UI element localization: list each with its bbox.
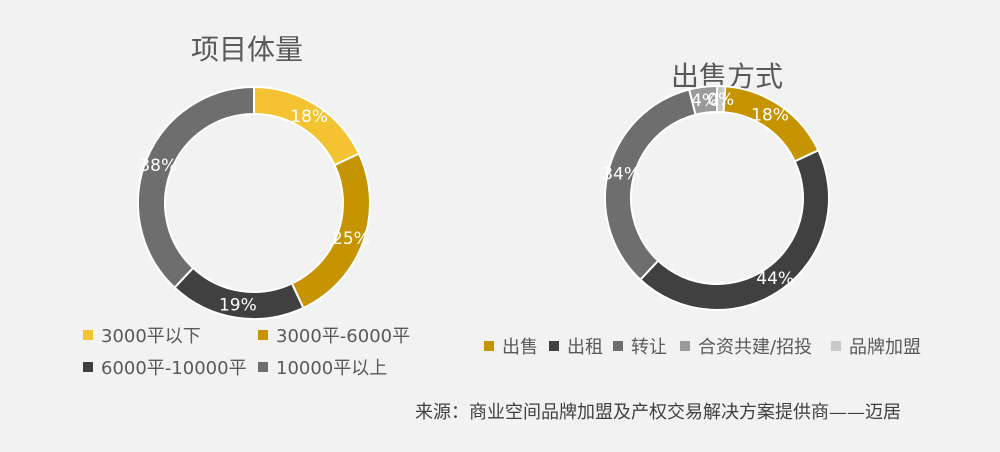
chart-title-left: 项目体量 bbox=[190, 33, 304, 66]
donut-slice-1-1 bbox=[638, 148, 830, 311]
legend-label: 出售 bbox=[502, 337, 538, 358]
slice-label-1-4: 0% bbox=[707, 90, 734, 110]
slice-label-1-1: 44% bbox=[756, 269, 794, 289]
legend-item-0-1: 3000平-6000平 bbox=[258, 322, 410, 348]
legend-item-0-0: 3000平以下 bbox=[83, 322, 201, 348]
legend-swatch bbox=[680, 341, 690, 351]
legend-swatch bbox=[83, 362, 93, 372]
donut-slice-1-2 bbox=[604, 88, 697, 282]
legend-swatch bbox=[258, 330, 268, 340]
slice-label-1-3: 4% bbox=[691, 91, 718, 111]
legend-item-1-2: 转让 bbox=[613, 333, 667, 359]
legend-item-0-3: 10000平以上 bbox=[258, 354, 387, 380]
donut-slice-1-4 bbox=[716, 84, 727, 114]
slice-label-0-2: 19% bbox=[219, 296, 257, 316]
legend-label: 品牌加盟 bbox=[849, 337, 921, 358]
legend-label: 转让 bbox=[631, 337, 667, 358]
legend-swatch bbox=[258, 362, 268, 372]
donut-chart-1: 18% 44% 34% 4%0% bbox=[602, 84, 830, 311]
legend-label: 出租 bbox=[567, 337, 603, 358]
legend-label: 3000平以下 bbox=[101, 326, 201, 347]
legend-swatch bbox=[613, 341, 623, 351]
legend-label: 10000平以上 bbox=[276, 358, 388, 379]
legend-swatch bbox=[831, 341, 841, 351]
legend-swatch bbox=[484, 341, 494, 351]
legend-item-1-0: 出售 bbox=[484, 333, 538, 359]
slice-label-0-0: 18% bbox=[290, 107, 328, 127]
legend-swatch bbox=[83, 330, 93, 340]
legend-item-0-2: 6000平-10000平 bbox=[83, 354, 247, 380]
legend-item-1-4: 品牌加盟 bbox=[831, 333, 921, 359]
legend-item-1-1: 出租 bbox=[549, 333, 603, 359]
legend-swatch bbox=[549, 341, 559, 351]
legend-item-1-3: 合资共建/招投 bbox=[680, 333, 812, 359]
donut-chart-0: 18% 25% 19% 38% bbox=[137, 85, 371, 320]
source-note: 来源：商业空间品牌加盟及产权交易解决方案提供商——迈居 bbox=[415, 402, 901, 423]
legend-label: 6000平-10000平 bbox=[101, 358, 247, 379]
slice-label-1-0: 18% bbox=[751, 105, 789, 125]
slice-label-0-3: 38% bbox=[139, 156, 177, 176]
slice-label-1-2: 34% bbox=[602, 164, 640, 184]
legend-label: 合资共建/招投 bbox=[698, 337, 813, 358]
donut-slice-0-3 bbox=[137, 85, 255, 289]
slice-label-0-1: 25% bbox=[332, 229, 370, 249]
legend-label: 3000平-6000平 bbox=[276, 326, 411, 347]
